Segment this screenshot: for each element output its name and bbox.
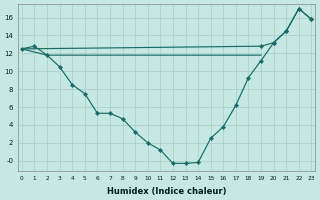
X-axis label: Humidex (Indice chaleur): Humidex (Indice chaleur) — [107, 187, 226, 196]
